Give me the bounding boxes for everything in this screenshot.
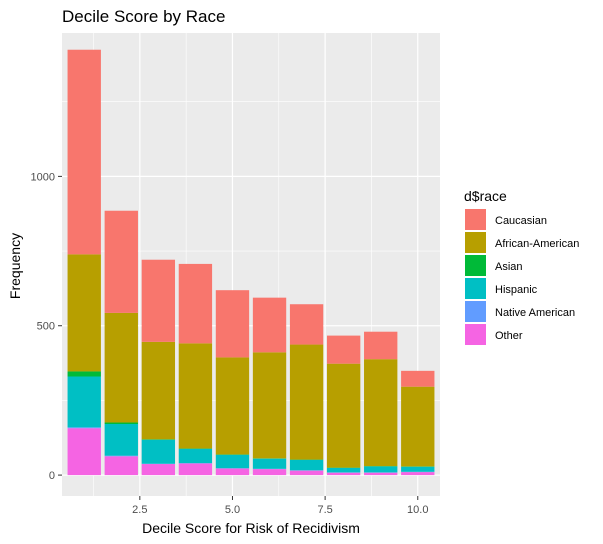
bar-segment (67, 376, 101, 428)
bar-segment (104, 312, 138, 423)
bar-segment (104, 210, 138, 313)
y-axis-ticks: 0 500 1000 (31, 171, 62, 482)
y-axis-title: Frequency (7, 233, 23, 299)
legend-label: Native American (495, 307, 575, 319)
bar-segment (364, 331, 398, 360)
legend-swatch (465, 255, 486, 276)
bar-segment (326, 363, 361, 468)
bars (67, 49, 435, 476)
legend-label: African-American (495, 238, 579, 250)
legend-label: Other (495, 330, 523, 342)
bar-segment (67, 371, 101, 377)
bar-segment (104, 424, 138, 456)
legend: d$race Caucasian African-American Asian His… (464, 188, 579, 345)
x-tick-label: 10.0 (407, 504, 428, 516)
bar-segment (141, 439, 176, 464)
bar-segment (326, 335, 361, 364)
bar-segment (252, 469, 287, 476)
bar-segment (364, 472, 398, 476)
x-tick-label: 5.0 (225, 504, 240, 516)
legend-title: d$race (464, 188, 507, 204)
bar-segment (401, 466, 435, 472)
legend-label: Asian (495, 261, 523, 273)
bar-segment (178, 448, 213, 464)
bar-segment (141, 259, 176, 342)
bar-segment (252, 297, 287, 353)
bar-segment (178, 263, 213, 344)
legend-label: Hispanic (495, 284, 538, 296)
legend-swatch (465, 232, 486, 253)
bar-segment (178, 463, 213, 476)
bar-segment (326, 467, 361, 473)
bar-segment (215, 454, 250, 469)
bar-segment (104, 456, 138, 476)
bar-segment (289, 470, 324, 476)
bar-segment (289, 304, 324, 345)
bar-segment (141, 439, 176, 440)
bar-segment (215, 290, 250, 358)
bar-segment (401, 472, 435, 476)
legend-swatch (465, 278, 486, 299)
bar-segment (401, 386, 435, 467)
legend-swatch (465, 301, 486, 322)
x-tick-label: 2.5 (132, 504, 147, 516)
bar-segment (326, 472, 361, 476)
bar-segment (141, 464, 176, 476)
legend-swatch (465, 209, 486, 230)
x-tick-label: 7.5 (317, 504, 332, 516)
x-axis-title: Decile Score for Risk of Recidivism (142, 520, 360, 536)
legend-label: Caucasian (495, 215, 547, 227)
bar-segment (401, 370, 435, 387)
y-tick-label: 0 (49, 470, 55, 482)
bar-segment (67, 427, 101, 429)
bar-segment (104, 422, 138, 425)
legend-swatch (465, 324, 486, 345)
x-axis-ticks: 2.5 5.0 7.5 10.0 (132, 496, 428, 516)
bar-segment (252, 458, 287, 469)
chart-title: Decile Score by Race (62, 7, 225, 26)
bar-segment (215, 468, 250, 476)
bar-segment (178, 343, 213, 449)
bar-segment (364, 466, 398, 473)
bar-segment (67, 428, 101, 476)
bar-segment (289, 459, 324, 471)
bar-segment (104, 455, 138, 457)
bar-segment (141, 341, 176, 440)
bar-segment (67, 254, 101, 372)
y-tick-label: 1000 (31, 171, 55, 183)
bar-segment (364, 359, 398, 467)
bar-segment (289, 344, 324, 460)
bar-segment (215, 357, 250, 455)
bar-segment (252, 352, 287, 459)
y-tick-label: 500 (37, 321, 55, 333)
bar-segment (67, 49, 101, 255)
